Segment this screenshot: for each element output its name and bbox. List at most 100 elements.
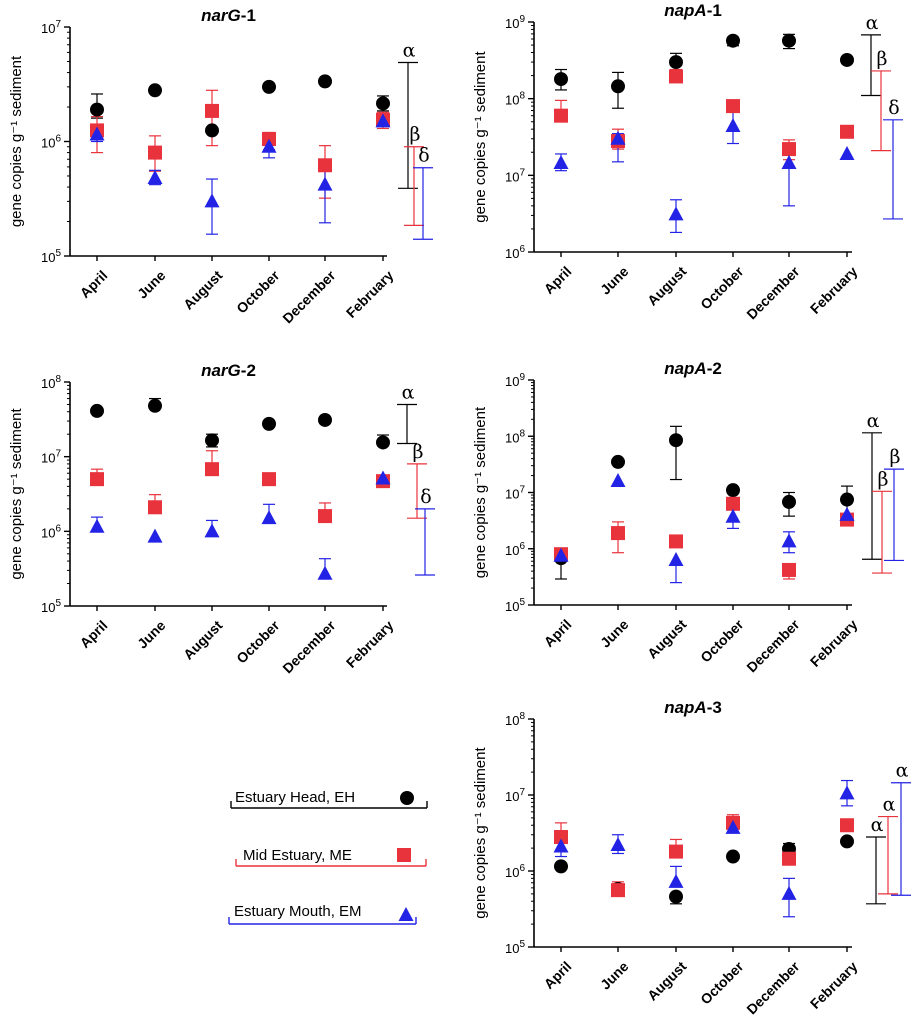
chart-title-suffix: -2 [241, 361, 256, 380]
data-point [782, 33, 796, 48]
x-tick-label: October [697, 616, 747, 666]
data-point [317, 176, 333, 191]
data-point [204, 523, 220, 538]
data-point [89, 126, 105, 141]
x-tick-label: August [180, 617, 226, 663]
data-point [611, 454, 625, 469]
legend-marker [398, 907, 414, 921]
y-tick-label: 109 [505, 14, 525, 31]
data-point [840, 492, 854, 507]
x-tick-label: December [743, 958, 803, 1018]
significance-letter: β [413, 441, 424, 463]
x-tick-label: August [644, 263, 690, 309]
data-point [375, 113, 391, 128]
data-point [148, 145, 162, 160]
data-point [553, 547, 569, 562]
x-tick-label: February [343, 267, 397, 321]
significance-letter: α [871, 814, 884, 836]
significance-letter: α [866, 12, 879, 34]
y-tick-label: 108 [41, 374, 61, 391]
x-tick-label: June [597, 958, 632, 993]
significance-letter: α [867, 410, 880, 432]
data-point [669, 55, 683, 70]
data-point [147, 169, 163, 184]
data-point [204, 193, 220, 208]
x-tick-label: April [541, 263, 575, 297]
chart-title-gene: napA [664, 1, 707, 20]
y-tick-label: 108 [505, 91, 525, 108]
significance-letter: α [403, 39, 416, 61]
y-axis-label: gene copies g⁻¹ sediment [472, 406, 489, 578]
data-point [318, 158, 332, 173]
data-point [726, 33, 740, 48]
x-tick-label: February [807, 958, 861, 1012]
data-point [781, 885, 797, 900]
data-point [147, 528, 163, 543]
data-point [781, 154, 797, 169]
chart-title-suffix: -2 [707, 359, 722, 378]
y-axis-label: gene copies g⁻¹ sediment [472, 746, 489, 918]
chart-title: napA-1 [664, 1, 722, 20]
significance-letter: β [890, 446, 901, 468]
data-point [840, 818, 854, 833]
y-tick-label: 107 [505, 485, 525, 502]
chart-title-gene: napA [664, 698, 707, 717]
y-tick-label: 107 [41, 449, 61, 466]
significance-letter: δ [420, 486, 431, 508]
data-point [376, 96, 390, 111]
data-point [554, 108, 568, 123]
data-point [669, 889, 683, 904]
x-tick-label: February [343, 617, 397, 671]
data-point [90, 102, 104, 117]
y-tick-label: 106 [41, 134, 61, 151]
y-axis-label: gene copies g⁻¹ sediment [472, 50, 489, 222]
chart-title-suffix: -3 [707, 698, 722, 717]
chart-title-gene: napA [664, 359, 707, 378]
data-point [261, 138, 277, 153]
data-point [262, 416, 276, 431]
y-tick-label: 108 [505, 711, 525, 728]
x-tick-label: April [541, 958, 575, 992]
y-tick-label: 106 [41, 523, 61, 540]
chart-panel: narG-2 105 106 107 108 gene copies g⁻¹ sedime… [8, 361, 435, 676]
significance-letter: β [410, 124, 421, 146]
data-point [554, 72, 568, 87]
x-tick-label: December [279, 267, 339, 327]
data-point [782, 494, 796, 509]
chart-panel: narG-1 105 106 107 gene copies g⁻¹ sediment A… [8, 6, 433, 326]
data-point [726, 99, 740, 114]
legend-marker [400, 791, 414, 805]
x-tick-label: June [597, 616, 632, 651]
significance-letter: δ [888, 97, 899, 119]
data-point [725, 819, 741, 834]
y-tick-label: 107 [505, 787, 525, 804]
data-point [205, 433, 219, 448]
significance-letter: α [883, 794, 896, 816]
x-tick-label: April [77, 267, 111, 301]
legend-label: Mid Estuary, ME [243, 847, 352, 864]
data-point [554, 859, 568, 874]
data-point [726, 483, 740, 498]
legend: Estuary Head, EH Mid Estuary, ME Estuary M… [228, 789, 428, 925]
data-point [148, 83, 162, 98]
data-point [725, 118, 741, 133]
data-point [669, 433, 683, 448]
data-point [781, 533, 797, 548]
data-point [840, 124, 854, 139]
significance-letter: α [402, 381, 415, 403]
x-tick-label: April [541, 616, 575, 650]
data-point [317, 565, 333, 580]
x-tick-label: October [697, 263, 747, 313]
data-point [611, 883, 625, 898]
y-tick-label: 105 [505, 939, 525, 956]
data-point [148, 500, 162, 515]
data-point [261, 510, 277, 525]
x-tick-label: August [644, 616, 690, 662]
data-point [89, 518, 105, 533]
x-tick-label: February [807, 616, 861, 670]
legend-label: Estuary Head, EH [235, 789, 355, 806]
y-tick-label: 106 [505, 244, 525, 261]
data-point [90, 472, 104, 487]
significance-letter: α [896, 760, 909, 782]
data-point [669, 69, 683, 84]
